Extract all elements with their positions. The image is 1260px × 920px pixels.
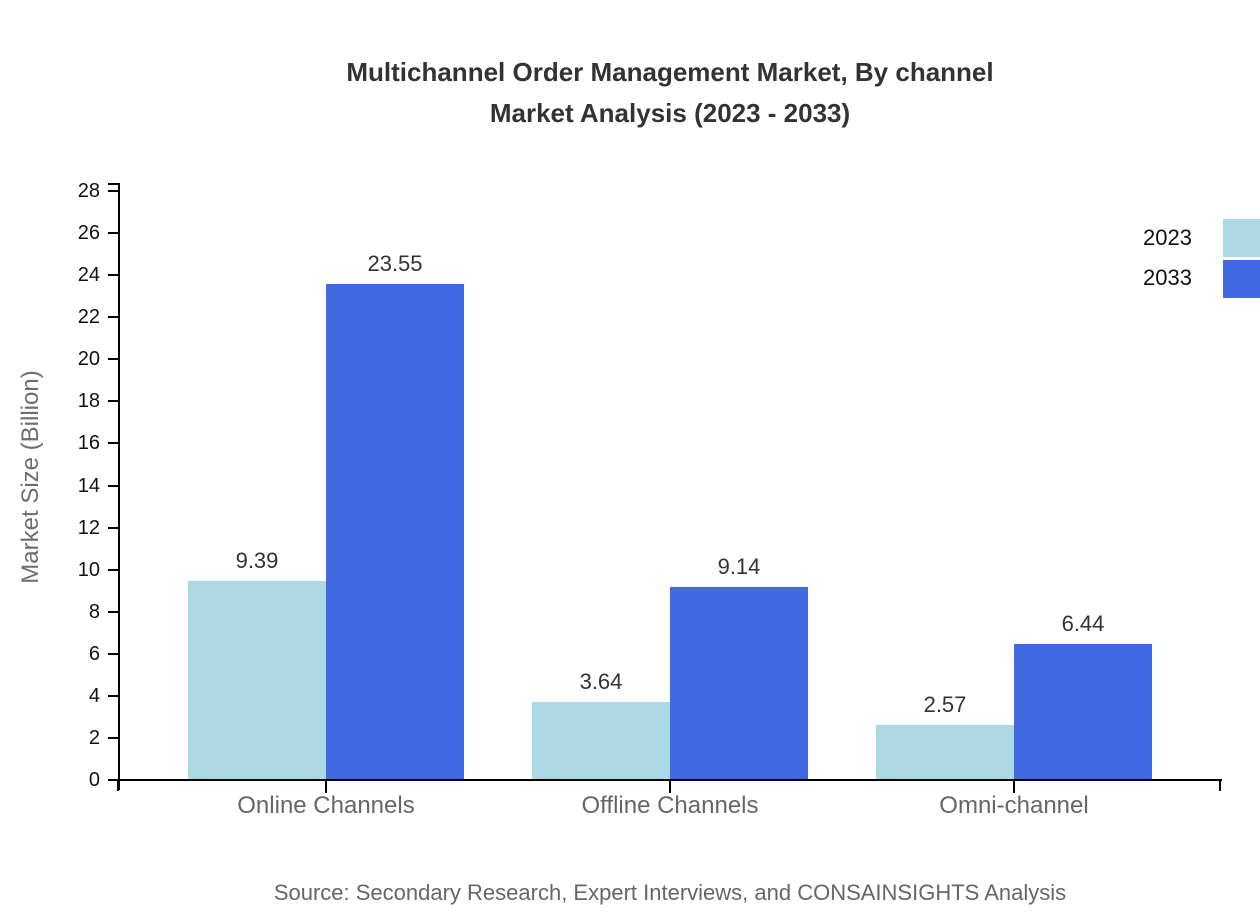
y-tick: [108, 694, 118, 697]
y-tick-label: 2: [88, 726, 100, 749]
bar-value-label: 9.14: [717, 554, 761, 579]
legend-label: 2023: [1143, 225, 1192, 250]
legend-swatch: [1223, 219, 1260, 257]
legend-swatch: [1223, 260, 1260, 298]
y-tick-label: 20: [77, 348, 100, 371]
y-tick-label: 6: [88, 642, 100, 665]
x-category-label: Online Channels: [237, 792, 415, 819]
y-tick: [108, 274, 118, 277]
y-tick-label: 26: [77, 222, 100, 245]
y-axis: [118, 183, 120, 790]
y-tick-label: 4: [88, 684, 100, 707]
bar-value-label: 3.64: [579, 669, 623, 694]
y-tick-label: 16: [77, 432, 100, 455]
y-tick: [108, 316, 118, 319]
y-tick: [108, 232, 118, 235]
x-tick: [669, 781, 671, 793]
x-axis-end-tick: [1219, 781, 1221, 791]
bar-2033: [1014, 644, 1152, 779]
chart-title-line2: Market Analysis (2023 - 2033): [489, 98, 851, 128]
y-tick: [108, 610, 118, 613]
bar-2023: [532, 702, 670, 779]
y-tick: [108, 736, 118, 739]
y-tick: [108, 400, 118, 403]
y-tick-label: 12: [77, 516, 100, 539]
bar-value-label: 2.57: [923, 692, 967, 717]
y-tick-label: 0: [88, 769, 100, 791]
y-tick: [108, 484, 118, 487]
y-tick: [108, 652, 118, 655]
y-tick-label: 24: [77, 264, 100, 287]
legend-label: 2033: [1143, 265, 1192, 290]
bar-value-label: 6.44: [1061, 611, 1105, 636]
y-tick: [108, 526, 118, 529]
y-axis-end-tick: [108, 183, 118, 185]
chart-title-line1: Multichannel Order Management Market, By…: [346, 57, 994, 87]
x-tick: [325, 781, 327, 793]
x-axis: [117, 779, 1222, 781]
y-tick: [108, 568, 118, 571]
y-tick: [108, 190, 118, 192]
bar-2023: [876, 725, 1014, 779]
y-tick: [108, 779, 118, 781]
y-tick-label: 28: [77, 180, 100, 202]
bar-value-label: 9.39: [235, 548, 279, 573]
y-tick-label: 18: [77, 390, 100, 413]
chart-title: Multichannel Order Management Market, By…: [40, 52, 1260, 134]
y-tick: [108, 442, 118, 445]
x-category-label: Offline Channels: [581, 792, 759, 819]
y-tick-label: 10: [77, 558, 100, 581]
source-note: Source: Secondary Research, Expert Inter…: [273, 880, 1067, 905]
bar-2033: [326, 284, 464, 779]
y-tick: [108, 358, 118, 361]
bar-value-label: 23.55: [367, 251, 423, 276]
y-tick-label: 14: [77, 474, 100, 497]
bar-2023: [188, 581, 326, 779]
bar-2033: [670, 587, 808, 779]
x-category-label: Omni-channel: [939, 792, 1089, 819]
y-tick-label: 22: [77, 306, 100, 329]
x-axis-end-tick: [117, 781, 119, 791]
y-tick-label: 8: [88, 600, 100, 623]
x-tick: [1013, 781, 1015, 793]
